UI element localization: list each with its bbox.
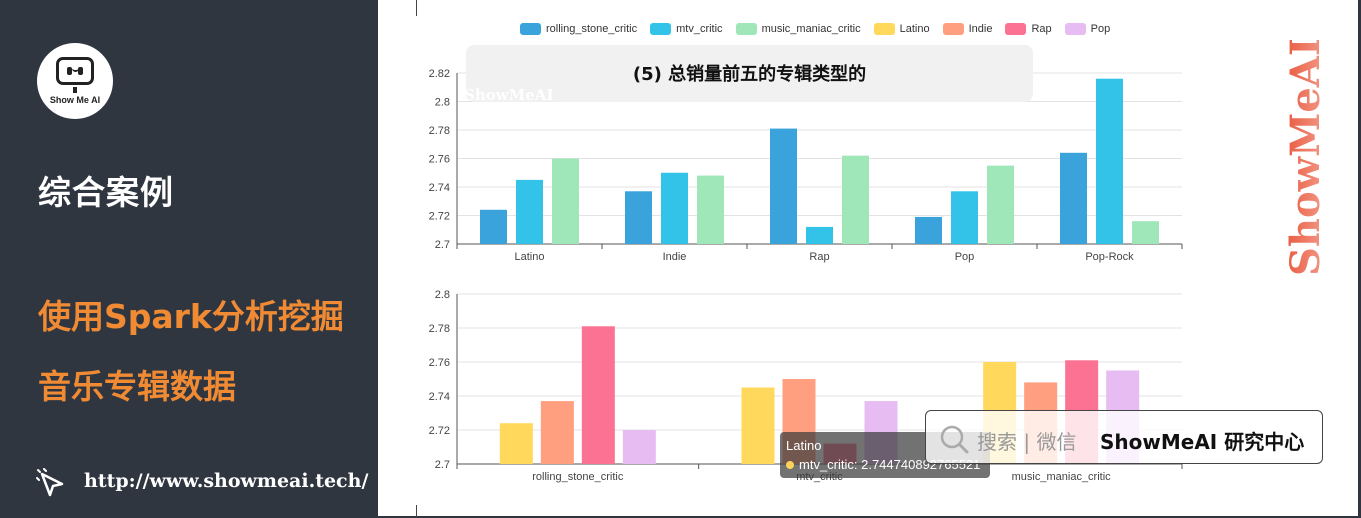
legend-item[interactable]: Pop — [1064, 23, 1111, 35]
bar — [581, 326, 615, 464]
legend-item[interactable]: music_maniac_critic — [735, 23, 861, 35]
legend-swatch — [942, 23, 964, 35]
logo-text: Show Me AI — [49, 95, 101, 105]
x-tick-label: Indie — [663, 251, 687, 263]
y-tick-label: 2.7 — [435, 459, 450, 471]
chart-legend: rolling_stone_critic mtv_critic music_mani… — [520, 20, 1123, 38]
bar — [625, 191, 652, 244]
legend-swatch — [873, 23, 895, 35]
left-panel: Show Me AI 综合案例 使用Spark分析挖掘 音乐专辑数据 http:… — [0, 0, 378, 518]
caption-text: (5) 总销量前五的专辑类型的 — [632, 64, 867, 85]
legend-label: Latino — [899, 23, 930, 35]
topic-title-line2: 音乐专辑数据 — [38, 367, 236, 406]
bar — [842, 155, 869, 244]
bar — [499, 423, 533, 464]
y-tick-label: 2.74 — [429, 182, 450, 194]
bar — [552, 158, 579, 244]
bar — [622, 430, 656, 464]
legend-item[interactable]: Indie — [942, 23, 993, 35]
y-tick-label: 2.7 — [435, 239, 450, 251]
y-tick-label: 2.82 — [429, 68, 450, 80]
y-tick-label: 2.72 — [429, 425, 450, 437]
y-tick-label: 2.74 — [429, 391, 450, 403]
x-tick-label: Pop — [955, 251, 975, 263]
y-tick-label: 2.8 — [435, 289, 450, 301]
bar — [1132, 221, 1159, 244]
showmeai-logo: Show Me AI — [37, 43, 113, 119]
bar — [661, 172, 688, 244]
y-tick-label: 2.76 — [429, 357, 450, 369]
legend-item[interactable]: mtv_critic — [650, 23, 723, 35]
brand-label: ShowMeAI 研究中心 — [1100, 430, 1305, 454]
bar — [1060, 152, 1087, 244]
legend-item[interactable]: rolling_stone_critic — [520, 23, 637, 35]
bar — [480, 209, 507, 244]
divider — [416, 0, 417, 16]
vertical-watermark: ShowMeAI — [1285, 40, 1329, 276]
bar — [540, 401, 574, 464]
search-label: 搜索 | 微信 — [977, 430, 1077, 454]
bar — [697, 175, 724, 244]
legend-swatch — [1064, 23, 1086, 35]
legend-label: mtv_critic — [676, 23, 723, 35]
legend-item[interactable]: Rap — [1005, 23, 1052, 35]
svg-text:ShowMeAI: ShowMeAI — [1285, 40, 1329, 276]
y-tick-label: 2.72 — [429, 211, 450, 223]
section-title: 综合案例 — [38, 173, 174, 212]
x-tick-label: Latino — [515, 251, 545, 263]
y-tick-label: 2.8 — [435, 97, 450, 109]
tooltip-title: Latino — [786, 438, 822, 453]
legend-label: Pop — [1090, 23, 1111, 35]
bar — [806, 226, 833, 244]
search-icon — [940, 425, 969, 454]
legend-swatch — [520, 23, 541, 35]
x-tick-label: rolling_stone_critic — [532, 471, 624, 483]
y-tick-label: 2.78 — [429, 323, 450, 335]
bar — [516, 179, 543, 244]
legend-swatch — [650, 23, 672, 35]
wechat-search-bar[interactable]: 搜索 | 微信 ShowMeAI 研究中心 — [925, 410, 1323, 464]
y-tick-label: 2.76 — [429, 154, 450, 166]
bar — [770, 128, 797, 244]
legend-swatch — [1005, 23, 1027, 35]
topic-title-line1: 使用Spark分析挖掘 — [38, 297, 344, 336]
legend-label: Rap — [1031, 23, 1052, 35]
caption-box: (5) 总销量前五的专辑类型的 — [466, 45, 1033, 102]
legend-label: Indie — [968, 23, 993, 35]
legend-label: rolling_stone_critic — [546, 23, 638, 35]
legend-item[interactable]: Latino — [873, 23, 930, 35]
bar — [915, 216, 942, 244]
divider — [416, 505, 417, 518]
website-link[interactable]: http://www.showmeai.tech/ — [84, 470, 369, 492]
x-tick-label: Rap — [809, 251, 829, 263]
bar — [951, 191, 978, 244]
y-tick-label: 2.78 — [429, 125, 450, 137]
caption-watermark: ShowMeAI — [464, 86, 554, 104]
cursor-click-icon — [36, 468, 64, 497]
bar — [987, 165, 1014, 244]
bar — [741, 387, 775, 464]
robot-icon — [56, 57, 94, 85]
x-tick-label: music_maniac_critic — [1012, 471, 1112, 483]
legend-label: music_maniac_critic — [761, 23, 861, 35]
x-tick-label: Pop-Rock — [1085, 251, 1134, 263]
series-dot-icon — [786, 460, 794, 469]
bar — [1096, 78, 1123, 244]
legend-swatch — [735, 23, 757, 35]
